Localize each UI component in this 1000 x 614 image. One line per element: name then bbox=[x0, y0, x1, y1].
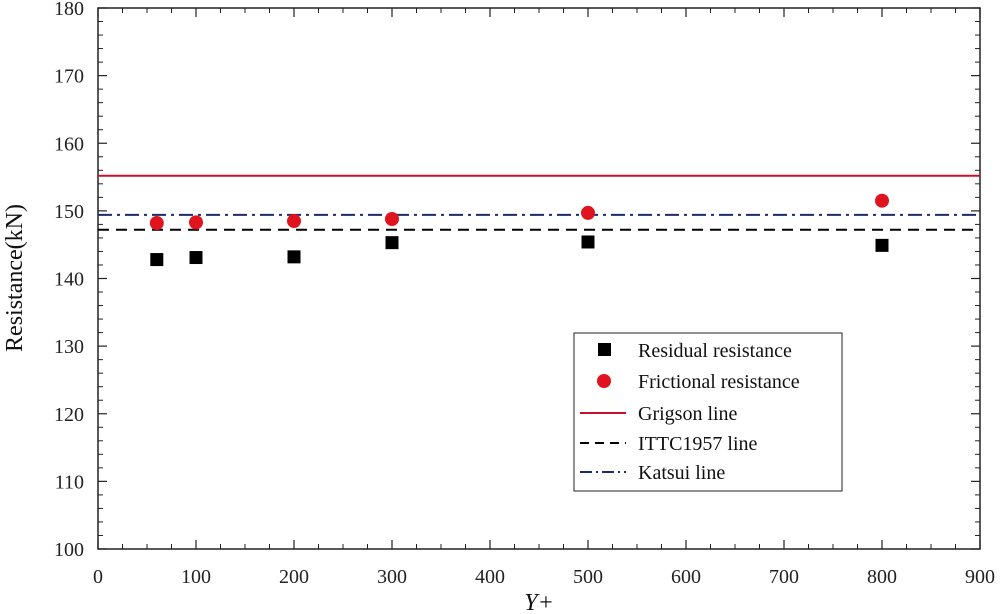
residual-point bbox=[875, 238, 889, 252]
frictional-point bbox=[287, 214, 301, 229]
x-tick-label: 400 bbox=[475, 566, 505, 588]
axis-ticks: 0 100 200 300 400 500 600 700 800 900 100 110 120 130… bbox=[54, 0, 995, 588]
y-tick-label: 100 bbox=[54, 539, 84, 561]
y-tick-label: 110 bbox=[55, 471, 84, 493]
x-tick-label: 900 bbox=[965, 566, 995, 588]
legend: Residual resistance Frictional resistanc… bbox=[573, 332, 843, 492]
frictional-point bbox=[581, 205, 595, 220]
legend-marker-frictional bbox=[597, 374, 611, 388]
y-tick-label: 130 bbox=[54, 336, 84, 358]
y-tick-label: 180 bbox=[54, 0, 84, 20]
frictional-point bbox=[189, 215, 203, 230]
frictional-point bbox=[875, 193, 889, 208]
y-tick-label: 140 bbox=[54, 269, 84, 291]
residual-point bbox=[581, 235, 595, 249]
x-tick-label: 0 bbox=[93, 566, 103, 588]
frictional-point bbox=[149, 216, 164, 231]
legend-label-residual: Residual resistance bbox=[638, 340, 792, 362]
legend-label-katsui: Katsui line bbox=[638, 462, 725, 484]
residual-point bbox=[189, 251, 203, 265]
frictional-point bbox=[385, 211, 399, 226]
y-tick-label: 150 bbox=[54, 201, 84, 223]
x-tick-label: 300 bbox=[377, 566, 407, 588]
plot-area bbox=[97, 7, 981, 550]
y-tick-label: 170 bbox=[54, 66, 84, 88]
y-axis-title: Resistance(kN) bbox=[2, 204, 28, 352]
x-axis-title: Y+ bbox=[524, 590, 554, 614]
legend-marker-residual bbox=[598, 343, 611, 356]
x-tick-label: 800 bbox=[867, 566, 897, 588]
legend-label-ittc: ITTC1957 line bbox=[638, 433, 758, 455]
x-tick-label: 200 bbox=[279, 566, 309, 588]
x-tick-label: 500 bbox=[573, 566, 603, 588]
residual-point bbox=[385, 236, 399, 250]
y-tick-label: 120 bbox=[54, 404, 84, 426]
data-points bbox=[149, 193, 889, 267]
x-tick-label: 600 bbox=[671, 566, 701, 588]
residual-point bbox=[287, 250, 301, 264]
x-tick-label: 700 bbox=[769, 566, 799, 588]
legend-label-frictional: Frictional resistance bbox=[638, 371, 800, 393]
x-tick-label: 100 bbox=[181, 566, 211, 588]
y-tick-label: 160 bbox=[54, 133, 84, 155]
legend-label-grigson: Grigson line bbox=[638, 403, 738, 425]
reference-lines bbox=[98, 174, 980, 231]
residual-point bbox=[150, 253, 164, 267]
